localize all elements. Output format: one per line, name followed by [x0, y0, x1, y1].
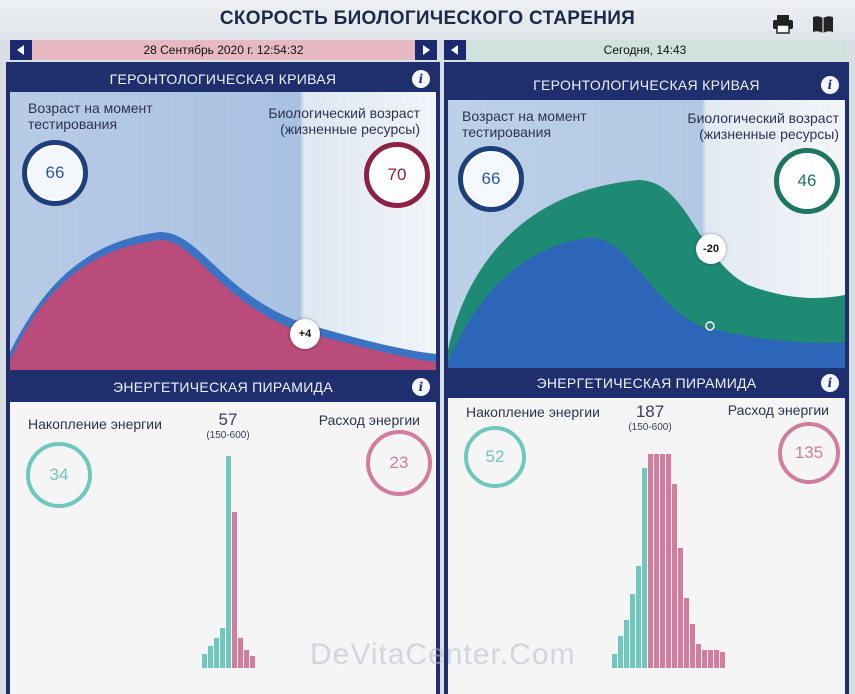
bio-age-ring: 70: [364, 142, 430, 208]
test-age-ring: 66: [22, 140, 88, 206]
expenditure-ring: 135: [778, 422, 840, 484]
accumulation-ring: 34: [26, 442, 92, 508]
left-panel: ГЕРОНТОЛОГИЧЕСКАЯ КРИВАЯ i Возраст на мо…: [6, 62, 440, 694]
arrow-left-icon: [17, 45, 24, 55]
watermark: DeVitaCenter.Com: [310, 638, 576, 671]
energy-norm-range: (150-600): [628, 422, 672, 433]
accumulation-label: Накопление энергии: [466, 404, 600, 420]
bio-age-ring: 46: [774, 148, 840, 214]
right-energy-pyramid: Накопление энергии Расход энергии 52 135…: [448, 398, 845, 694]
right-panel: ГЕРОНТОЛОГИЧЕСКАЯ КРИВАЯ i Возраст на мо…: [444, 62, 849, 694]
accumulation-label: Накопление энергии: [28, 416, 162, 432]
right-date-bar: Сегодня, 14:43: [444, 40, 846, 60]
left-session-date: 28 Сентябрь 2020 г. 12:54:32: [143, 43, 304, 57]
right-curve-title: ГЕРОНТОЛОГИЧЕСКАЯ КРИВАЯ: [533, 77, 760, 93]
left-pyramid-title: ЭНЕРГЕТИЧЕСКАЯ ПИРАМИДА: [113, 379, 333, 395]
bio-age-label: Биологический возраст (жизненные ресурсы…: [268, 105, 420, 137]
test-age-ring: 66: [458, 146, 524, 212]
accumulation-ring: 52: [464, 426, 526, 488]
left-energy-pyramid: Накопление энергии Расход энергии 34 23 …: [10, 402, 436, 694]
right-pyramid-title: ЭНЕРГЕТИЧЕСКАЯ ПИРАМИДА: [536, 375, 757, 391]
left-gerontological-curve: Возраст на момент тестирования Биологиче…: [10, 92, 436, 370]
right-pyramid-header: ЭНЕРГЕТИЧЕСКАЯ ПИРАМИДА i: [448, 368, 845, 398]
left-curve-header: ГЕРОНТОЛОГИЧЕСКАЯ КРИВАЯ i: [10, 64, 436, 94]
right-curve-blue-area: [448, 237, 845, 368]
info-icon[interactable]: i: [821, 76, 839, 94]
energy-norm-range: (150-600): [206, 430, 250, 441]
right-session-date: Сегодня, 14:43: [603, 43, 687, 57]
energy-total: 57 (150-600): [196, 410, 260, 441]
info-icon[interactable]: i: [412, 378, 430, 396]
left-date-bar: 28 Сентябрь 2020 г. 12:54:32: [10, 40, 437, 60]
expenditure-ring: 23: [366, 430, 432, 496]
info-icon[interactable]: i: [412, 70, 430, 88]
expenditure-label: Расход энергии: [318, 412, 420, 428]
left-curve-title: ГЕРОНТОЛОГИЧЕСКАЯ КРИВАЯ: [109, 71, 337, 87]
expenditure-label: Расход энергии: [727, 402, 829, 418]
right-curve-header: ГЕРОНТОЛОГИЧЕСКАЯ КРИВАЯ i: [448, 70, 845, 100]
right-curve-chart: [448, 100, 845, 368]
prev-session-button-right[interactable]: [444, 40, 466, 60]
test-age-label: Возраст на момент тестирования: [462, 108, 587, 140]
energy-total-value: 57: [218, 410, 238, 429]
right-curve-marker: [705, 321, 715, 331]
bio-age-label: Биологический возраст (жизненные ресурсы…: [687, 110, 839, 142]
info-icon[interactable]: i: [821, 374, 839, 392]
top-bar: СКОРОСТЬ БИОЛОГИЧЕСКОГО СТАРЕНИЯ: [0, 0, 855, 40]
left-pyramid-chart: [202, 456, 255, 668]
right-accumulation-bars: [612, 468, 647, 668]
book-icon[interactable]: [812, 14, 834, 34]
left-accumulation-bars: [202, 456, 231, 668]
left-curve-chart: [10, 92, 436, 370]
age-delta-badge: +4: [290, 319, 320, 349]
arrow-right-icon: [423, 45, 430, 55]
right-pyramid-chart: [612, 454, 725, 668]
energy-total: 187 (150-600): [618, 402, 682, 433]
prev-session-button[interactable]: [10, 40, 32, 60]
left-expenditure-bars: [232, 512, 255, 668]
left-pyramid-header: ЭНЕРГЕТИЧЕСКАЯ ПИРАМИДА i: [10, 372, 436, 402]
right-expenditure-bars: [648, 454, 725, 668]
test-age-label: Возраст на момент тестирования: [28, 100, 153, 132]
app-title: СКОРОСТЬ БИОЛОГИЧЕСКОГО СТАРЕНИЯ: [219, 8, 636, 29]
age-delta-badge: -20: [696, 234, 726, 264]
next-session-button-left[interactable]: [415, 40, 437, 60]
right-gerontological-curve: Возраст на момент тестирования Биологиче…: [448, 100, 845, 368]
energy-total-value: 187: [635, 402, 665, 421]
left-curve-wine-area: [10, 240, 436, 370]
print-icon[interactable]: [772, 14, 794, 34]
arrow-left-icon: [451, 45, 458, 55]
